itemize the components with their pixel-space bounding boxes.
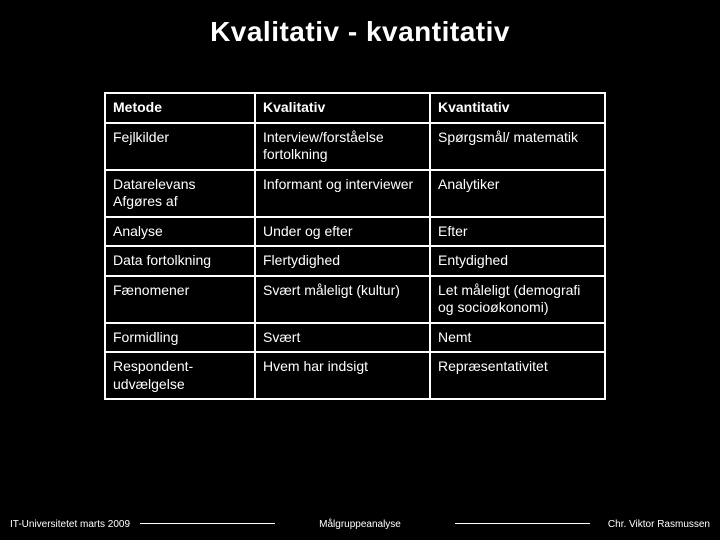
table-cell: Efter — [430, 217, 605, 247]
table-cell: Under og efter — [255, 217, 430, 247]
table-row: Data fortolkning Flertydighed Entydighed — [105, 246, 605, 276]
table-cell: Formidling — [105, 323, 255, 353]
table-cell: Repræsentativitet — [430, 352, 605, 399]
slide-footer: IT-Universitetet marts 2009 Målgruppeana… — [0, 512, 720, 530]
table-cell: Data fortolkning — [105, 246, 255, 276]
col-header-kvalitativ: Kvalitativ — [255, 93, 430, 123]
col-header-metode: Metode — [105, 93, 255, 123]
footer-right-text: Chr. Viktor Rasmussen — [608, 519, 710, 530]
slide: Kvalitativ - kvantitativ Metode Kvalitat… — [0, 0, 720, 540]
table-cell: Fejlkilder — [105, 123, 255, 170]
table-cell: Nemt — [430, 323, 605, 353]
table-row: Fejlkilder Interview/forståelse fortolkn… — [105, 123, 605, 170]
table-cell: Informant og interviewer — [255, 170, 430, 217]
table-cell: Hvem har indsigt — [255, 352, 430, 399]
table-cell: Entydighed — [430, 246, 605, 276]
table-cell: Svært måleligt (kultur) — [255, 276, 430, 323]
col-header-kvantitativ: Kvantitativ — [430, 93, 605, 123]
table-cell: Analyse — [105, 217, 255, 247]
table-cell: Let måleligt (demografi og socioøkonomi) — [430, 276, 605, 323]
table-row: Formidling Svært Nemt — [105, 323, 605, 353]
table-row: Fænomener Svært måleligt (kultur) Let må… — [105, 276, 605, 323]
table-cell: Svært — [255, 323, 430, 353]
footer-divider-right — [455, 523, 590, 524]
comparison-table-wrap: Metode Kvalitativ Kvantitativ Fejlkilder… — [104, 92, 604, 400]
table-cell: Spørgsmål/ matematik — [430, 123, 605, 170]
comparison-table: Metode Kvalitativ Kvantitativ Fejlkilder… — [104, 92, 606, 400]
table-row: Datarelevans Afgøres af Informant og int… — [105, 170, 605, 217]
table-cell: Respondent-udvælgelse — [105, 352, 255, 399]
table-cell: Interview/forståelse fortolkning — [255, 123, 430, 170]
table-cell: Analytiker — [430, 170, 605, 217]
table-header-row: Metode Kvalitativ Kvantitativ — [105, 93, 605, 123]
table-row: Respondent-udvælgelse Hvem har indsigt R… — [105, 352, 605, 399]
table-cell: Fænomener — [105, 276, 255, 323]
table-row: Analyse Under og efter Efter — [105, 217, 605, 247]
table-cell: Flertydighed — [255, 246, 430, 276]
slide-title: Kvalitativ - kvantitativ — [0, 16, 720, 48]
table-cell: Datarelevans Afgøres af — [105, 170, 255, 217]
